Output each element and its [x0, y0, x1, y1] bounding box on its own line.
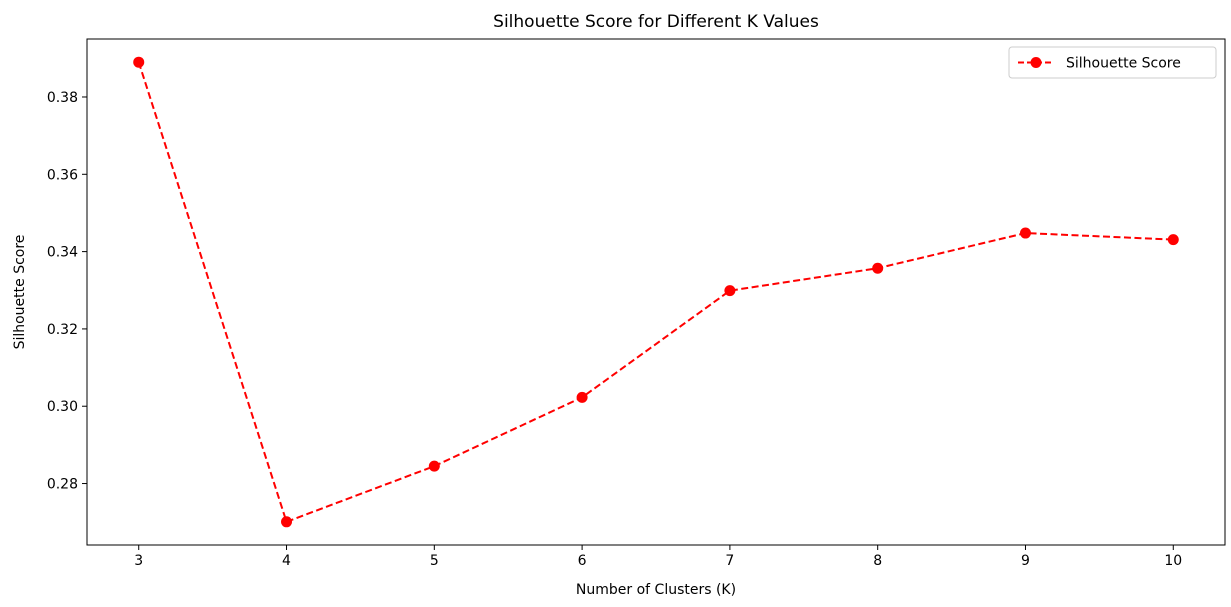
- data-point: [724, 285, 736, 297]
- y-tick-label: 0.38: [47, 90, 78, 106]
- x-tick-label: 9: [1021, 553, 1030, 569]
- data-point: [576, 391, 588, 403]
- legend-label: Silhouette Score: [1066, 56, 1181, 72]
- x-tick-label: 4: [282, 553, 291, 569]
- y-tick-label: 0.28: [47, 477, 78, 493]
- data-point: [1167, 234, 1179, 246]
- x-tick-label: 3: [134, 553, 143, 569]
- y-tick-label: 0.36: [47, 167, 78, 183]
- data-point: [428, 460, 440, 472]
- x-tick-label: 10: [1164, 553, 1182, 569]
- data-point: [133, 56, 145, 68]
- x-tick-label: 5: [430, 553, 439, 569]
- plot-area: 3 4 5 6 7 8 9 10 0.28 0.30 0.32 0.34 0.36 0.38: [47, 56, 1182, 569]
- plot-frame: [86, 38, 1226, 546]
- y-tick-label: 0.32: [47, 322, 78, 338]
- series-line: [137, 61, 1174, 524]
- x-tick-label: 7: [725, 553, 734, 569]
- data-point: [872, 262, 884, 274]
- y-axis-label: Silhouette Score: [12, 235, 28, 350]
- chart-title: Silhouette Score for Different K Values: [493, 12, 819, 32]
- data-point: [281, 516, 293, 528]
- legend-marker-sample: [1030, 57, 1042, 68]
- x-tick-label: 8: [873, 553, 882, 569]
- x-tick-label: 6: [578, 553, 587, 569]
- legend: Silhouette Score: [1008, 46, 1217, 79]
- y-tick-label: 0.34: [47, 245, 78, 261]
- x-axis-label: Number of Clusters (K): [576, 582, 736, 598]
- data-point: [1019, 227, 1031, 239]
- legend-box: [1008, 46, 1217, 79]
- y-tick-label: 0.30: [47, 399, 78, 415]
